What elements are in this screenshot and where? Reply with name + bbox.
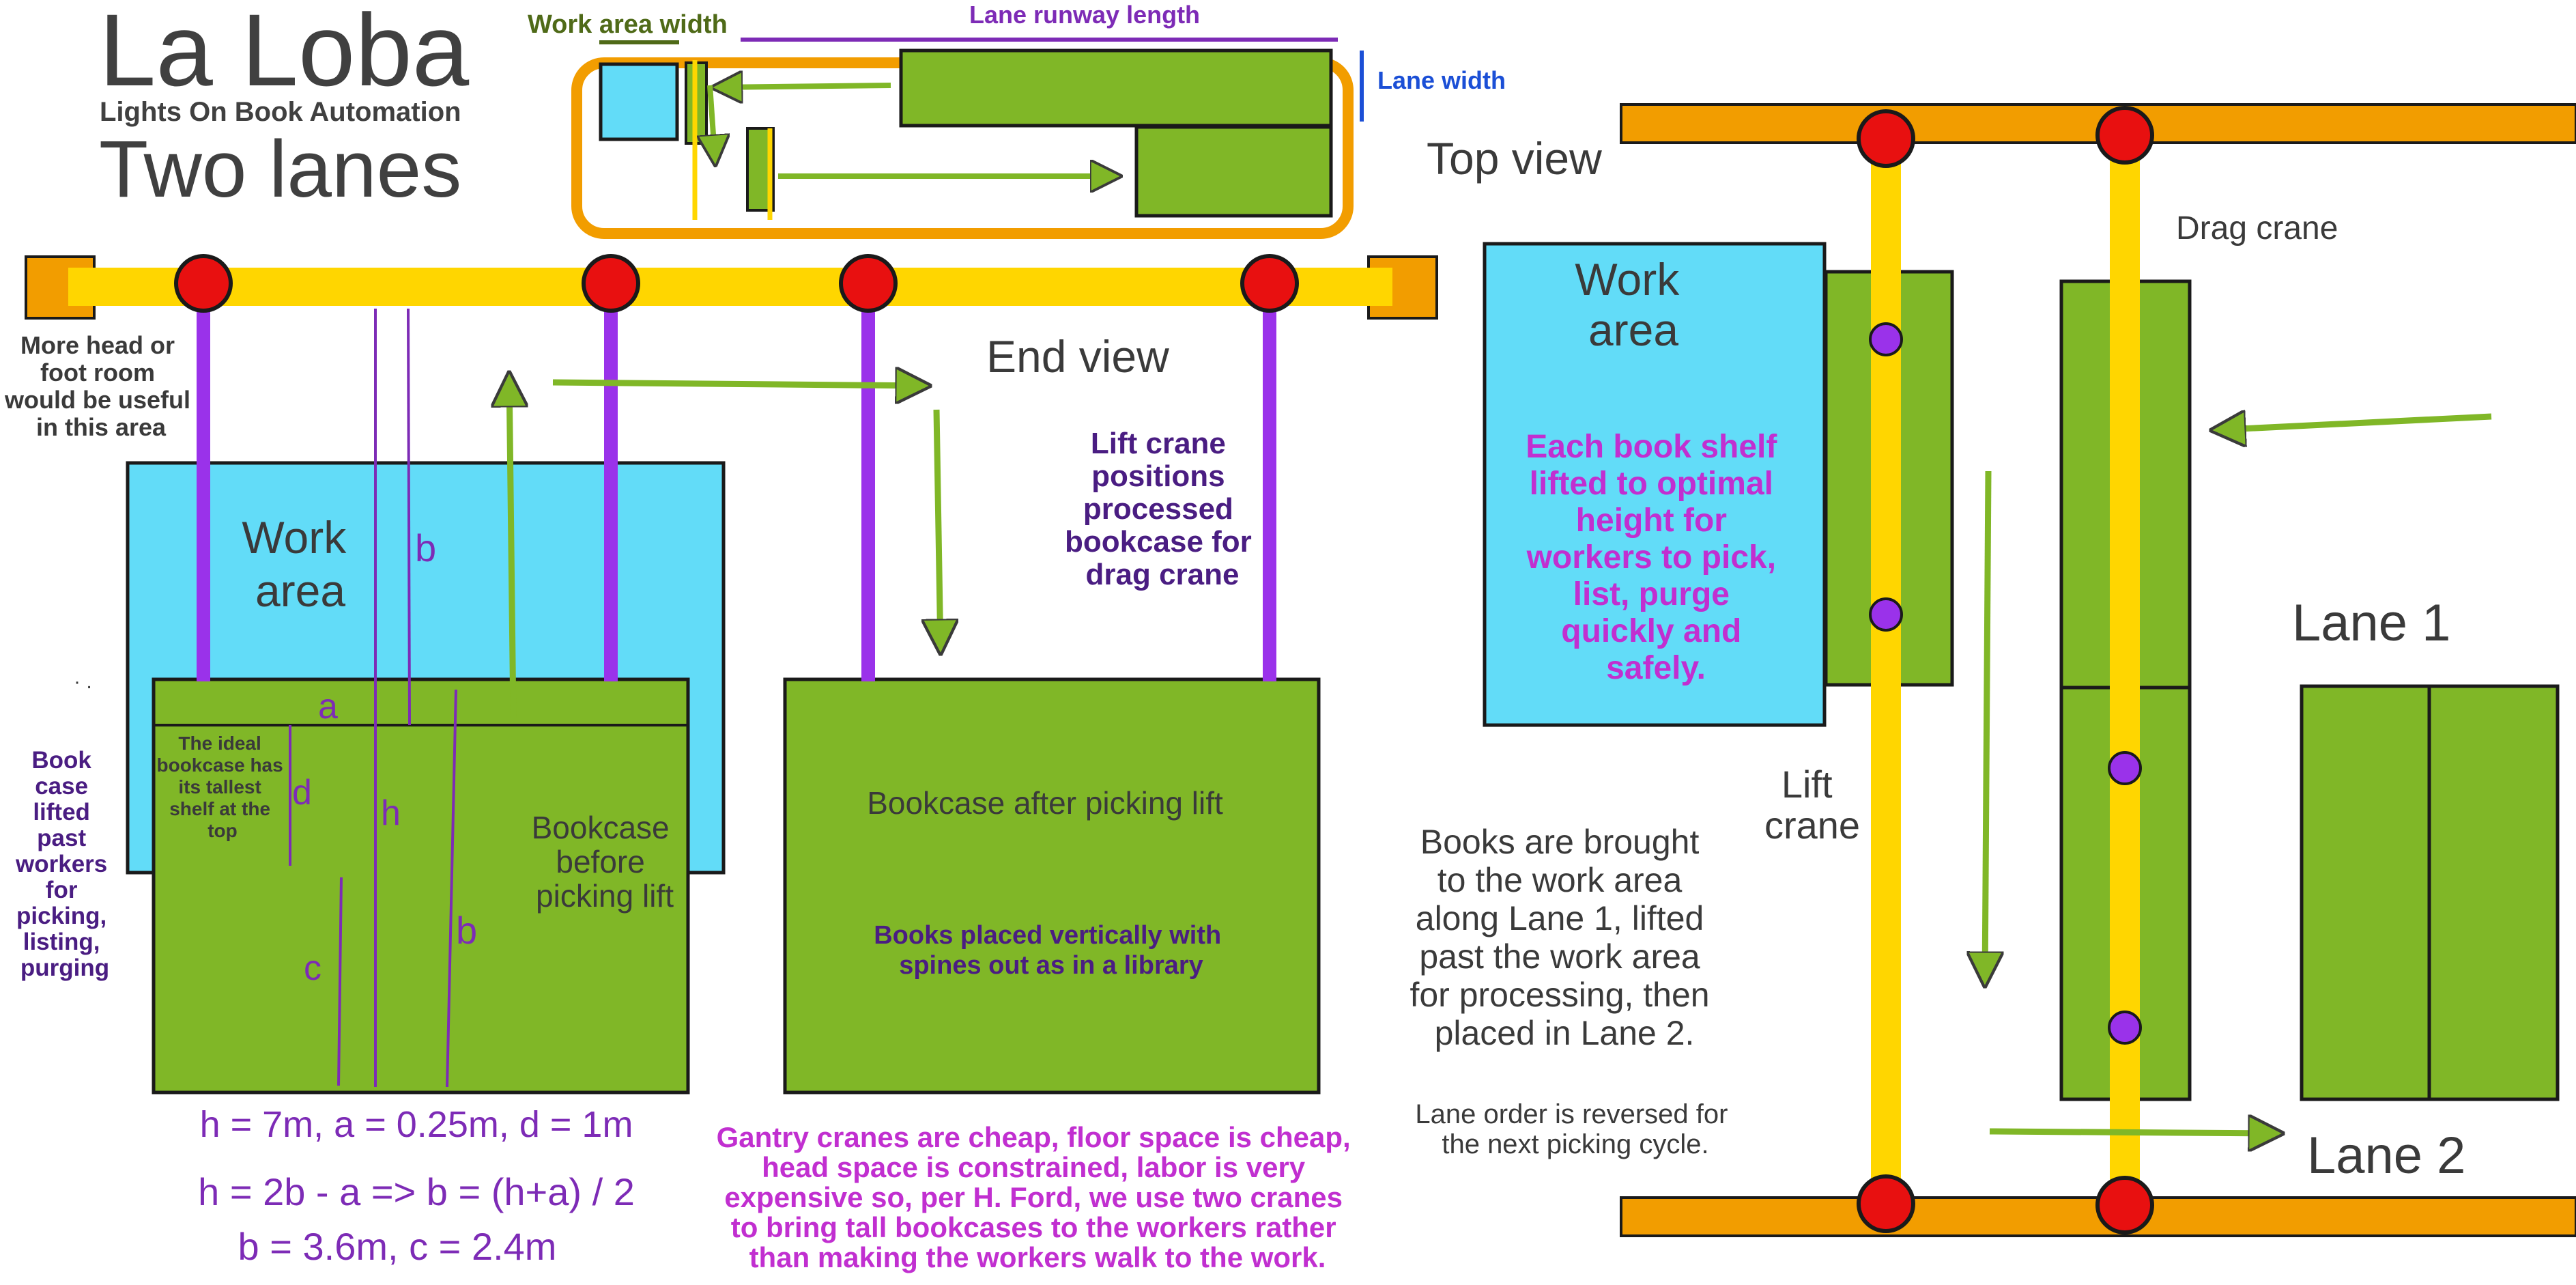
top-view-lane2-bookcase-1 <box>2300 684 2431 1101</box>
bookcase-after-label: Bookcase after picking lift <box>867 785 1223 821</box>
top-view-work-area <box>1483 242 1827 727</box>
ideal-bookcase-note: The ideal bookcase has its tallest shelf… <box>157 733 289 841</box>
end-view-node-2 <box>582 254 640 313</box>
lift-crane-note: Lift crane positions processed bookcase … <box>1065 427 1260 591</box>
end-view-bookcase-before <box>152 677 690 1095</box>
shelf-note: Each book shelf lifted to optimal height… <box>1526 429 1786 686</box>
end-view-node-3 <box>839 254 898 313</box>
title-name: La Loba <box>99 0 470 107</box>
top-view-lane2-bookcase-2 <box>2427 684 2560 1101</box>
top-view-node-3 <box>1857 1174 1915 1233</box>
equation-line-1: h = 7m, a = 0.25m, d = 1m <box>200 1104 633 1145</box>
dim-letter-b-upper: b <box>415 526 436 569</box>
top-view-hoist-4 <box>2108 1011 2142 1045</box>
top-view-hoist-3 <box>2108 751 2142 785</box>
dim-line-c <box>337 877 343 1086</box>
inset-layout: Work area width Lane runway length Lane … <box>528 1 1506 239</box>
lane-order-note: Lane order is reversed for the next pick… <box>1415 1099 1735 1159</box>
stray-mark: · . <box>74 670 92 693</box>
title-block: La Loba Lights On Book Automation Two la… <box>99 0 470 214</box>
inset-work-area <box>599 62 679 141</box>
books-brought-note: Books are brought to the work area along… <box>1409 823 1719 1052</box>
end-view-arrow-up <box>509 374 513 719</box>
inset-lane2-block <box>1134 125 1333 218</box>
books-placed-note: Books placed vertically with spines out … <box>874 921 1229 980</box>
top-view-node-1 <box>1857 109 1915 168</box>
lane2-label: Lane 2 <box>2307 1127 2465 1185</box>
equation-line-2: h = 2b - a => b = (h+a) / 2 <box>198 1170 635 1213</box>
end-view-node-1 <box>174 254 233 313</box>
headroom-note: More head or foot room would be useful i… <box>4 331 197 441</box>
top-view-title: Top view <box>1427 133 1602 184</box>
end-view-arrow-right <box>552 382 928 386</box>
dim-letter-h: h <box>381 793 401 833</box>
top-view-hoist-1 <box>1869 322 1903 356</box>
inset-arrow-down <box>710 85 715 164</box>
inset-lane-width-label: Lane width <box>1377 66 1506 94</box>
inset-work-width-label: Work area width <box>528 10 728 39</box>
inset-arrow-left <box>713 85 891 87</box>
dim-line-b-upper <box>407 308 411 726</box>
end-view-rail <box>68 268 1392 306</box>
top-view-node-4 <box>2095 1176 2154 1234</box>
top-view-work-area-label: Work area <box>1575 254 1691 355</box>
end-view-title: End view <box>986 331 1169 382</box>
bookcase-before-label: Bookcase before picking lift <box>532 810 678 914</box>
end-view-arrow-down <box>936 409 941 652</box>
lift-crane-label: Lift crane <box>1764 763 1860 847</box>
top-view-arrow-left <box>2213 416 2492 430</box>
drag-crane-label: Drag crane <box>2176 210 2338 246</box>
dim-letter-b-lower: b <box>456 909 477 952</box>
dim-letter-d: d <box>292 773 312 813</box>
top-view: Top view Work area Each book shelf lifte… <box>1409 103 2576 1237</box>
inset-runway-label: Lane runway length <box>969 1 1200 29</box>
dim-letter-a: a <box>318 687 338 726</box>
end-view-node-4 <box>1240 254 1299 313</box>
end-view-work-area-label: Work area <box>242 512 358 616</box>
end-view: Work area End view More head or foot <box>4 254 1438 1273</box>
title-subtitle: Lights On Book Automation <box>100 97 461 127</box>
top-view-node-2 <box>2095 106 2154 165</box>
lane1-label: Lane 1 <box>2292 594 2450 652</box>
top-view-lift-rail <box>1871 137 1901 1203</box>
top-view-hoist-2 <box>1869 597 1903 632</box>
dim-letter-c: c <box>304 948 321 988</box>
dim-line-b-lower <box>446 689 457 1088</box>
book-case-lifted-note: Book case lifted past workers for pickin… <box>15 747 114 981</box>
title-variant: Two lanes <box>99 124 461 214</box>
top-view-arrow-right <box>1989 1131 2281 1133</box>
equation-line-3: b = 3.6m, c = 2.4m <box>238 1225 557 1268</box>
gantry-note: Gantry cranes are cheap, floor space is … <box>717 1121 1359 1273</box>
top-view-arrow-down <box>1985 470 1988 985</box>
end-view-bookcase-after <box>783 677 1321 1095</box>
inset-lane1-block <box>899 48 1333 128</box>
